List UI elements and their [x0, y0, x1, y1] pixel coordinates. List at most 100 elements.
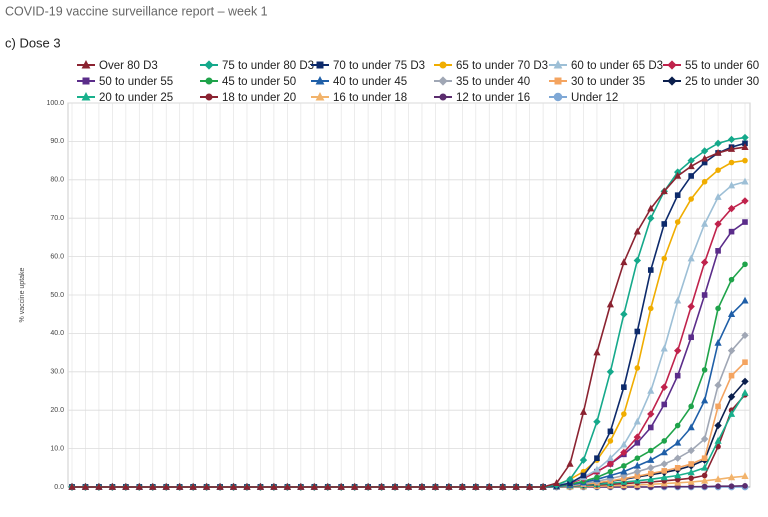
marker — [621, 463, 627, 469]
marker — [715, 167, 721, 173]
legend-label: 30 to under 35 — [571, 76, 645, 88]
marker — [701, 472, 708, 479]
marker — [741, 331, 749, 340]
marker — [661, 438, 668, 444]
marker — [674, 192, 681, 198]
marker — [674, 422, 681, 429]
marker — [742, 261, 748, 268]
legend-label: 20 to under 25 — [99, 92, 173, 104]
marker — [579, 456, 588, 464]
marker — [667, 76, 677, 86]
chart-title: c) Dose 3 — [5, 35, 61, 50]
y-tick-label: 100.0 — [46, 100, 64, 107]
y-tick-label: 50.0 — [50, 292, 64, 299]
marker — [688, 334, 694, 341]
marker — [741, 143, 749, 150]
marker — [674, 438, 682, 446]
marker — [660, 448, 668, 456]
marker — [700, 258, 709, 267]
marker — [701, 178, 708, 185]
marker — [553, 60, 563, 69]
marker — [687, 162, 695, 170]
marker — [205, 93, 213, 101]
marker — [715, 403, 721, 410]
marker — [594, 474, 600, 481]
marker — [742, 157, 748, 164]
y-tick-label: 30.0 — [50, 369, 64, 376]
marker — [688, 403, 694, 410]
marker — [445, 482, 453, 490]
marker — [742, 359, 748, 365]
marker — [674, 372, 681, 379]
marker — [149, 482, 157, 490]
marker — [634, 455, 641, 462]
marker — [687, 302, 695, 311]
marker — [122, 482, 130, 490]
marker — [674, 346, 682, 355]
marker — [593, 348, 601, 356]
marker — [606, 471, 614, 479]
marker — [687, 423, 695, 431]
marker — [316, 61, 324, 69]
marker — [661, 468, 668, 474]
marker — [283, 482, 291, 490]
marker — [135, 482, 143, 490]
marker — [727, 204, 736, 213]
marker — [351, 482, 359, 490]
marker — [162, 482, 170, 490]
marker — [620, 448, 628, 457]
marker — [205, 77, 213, 85]
marker — [660, 473, 668, 481]
y-tick-label: 60.0 — [50, 253, 64, 260]
marker — [714, 338, 722, 346]
marker — [620, 258, 628, 266]
marker — [715, 248, 721, 254]
marker — [579, 408, 588, 415]
legend-label: 12 to under 16 — [456, 92, 530, 104]
marker — [647, 456, 655, 463]
marker — [687, 446, 695, 455]
marker — [189, 482, 197, 490]
marker — [620, 467, 628, 475]
marker — [688, 173, 694, 179]
marker — [660, 187, 668, 195]
marker — [701, 483, 708, 490]
marker — [607, 438, 614, 444]
marker — [458, 482, 466, 490]
marker — [593, 465, 601, 473]
marker — [439, 93, 447, 101]
marker — [687, 254, 695, 262]
marker — [661, 401, 668, 408]
report-header: COVID-19 vaccine surveillance report – w… — [5, 4, 268, 18]
legend-label: 25 to under 30 — [685, 76, 759, 88]
marker — [566, 459, 574, 467]
marker — [108, 482, 116, 490]
marker — [176, 482, 184, 490]
marker — [566, 475, 574, 484]
marker — [647, 464, 655, 472]
marker — [539, 482, 547, 490]
marker — [526, 482, 534, 490]
marker — [727, 145, 736, 152]
marker — [580, 472, 587, 479]
marker — [81, 482, 90, 490]
marker — [728, 483, 735, 490]
marker — [647, 386, 655, 394]
y-tick-label: 70.0 — [50, 215, 64, 222]
marker — [674, 171, 682, 179]
marker — [438, 76, 448, 86]
marker — [606, 460, 615, 468]
marker — [661, 221, 668, 227]
marker — [553, 92, 563, 102]
marker — [701, 476, 709, 484]
marker — [647, 424, 654, 431]
marker — [256, 482, 265, 490]
marker — [674, 471, 682, 479]
marker — [499, 482, 507, 490]
marker — [700, 147, 709, 155]
marker — [714, 139, 722, 148]
marker — [315, 76, 325, 85]
marker — [741, 177, 749, 185]
marker — [593, 418, 601, 426]
